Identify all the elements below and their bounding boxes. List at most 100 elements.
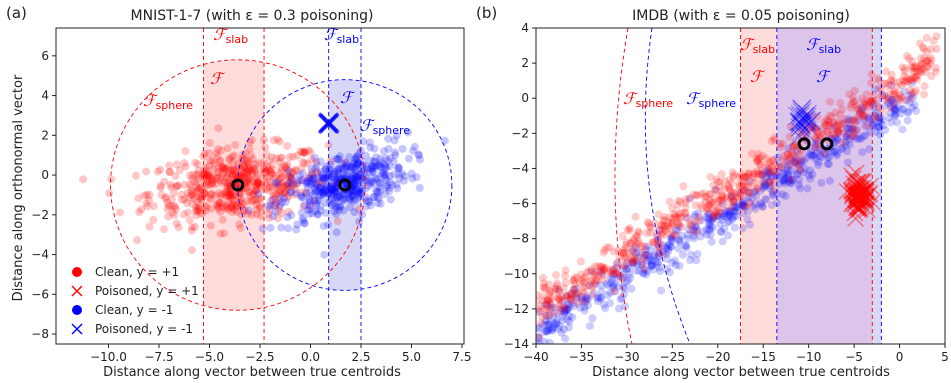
poisoned-point-neg — [797, 107, 817, 127]
cross-stroke — [854, 184, 872, 202]
point-clean-pos — [619, 252, 628, 261]
cross-stroke — [847, 164, 865, 182]
point-clean-pos — [766, 158, 775, 167]
cross-stroke — [847, 164, 865, 182]
point-clean-pos — [815, 133, 824, 142]
cross-stroke — [790, 112, 810, 132]
point-clean-neg — [778, 176, 787, 185]
point-clean-neg — [330, 167, 339, 176]
point-clean-neg — [565, 303, 574, 312]
point-clean-pos — [191, 203, 200, 212]
point-clean-pos — [789, 143, 798, 152]
point-clean-pos — [705, 190, 714, 199]
point-clean-pos — [708, 197, 717, 206]
point-clean-pos — [260, 135, 269, 144]
cross-stroke — [843, 195, 861, 213]
point-clean-pos — [249, 189, 258, 198]
point-clean-pos — [590, 277, 599, 286]
point-clean-pos — [772, 168, 781, 177]
point-clean-neg — [339, 170, 348, 179]
centroid-marker — [338, 178, 352, 192]
point-clean-pos — [762, 154, 771, 163]
point-clean-neg — [358, 186, 367, 195]
point-clean-pos — [265, 183, 274, 192]
poisoned-point-pos — [848, 188, 866, 206]
point-clean-pos — [848, 124, 857, 133]
point-clean-neg — [352, 180, 361, 189]
point-clean-pos — [884, 80, 893, 89]
point-clean-pos — [673, 219, 682, 228]
point-clean-pos — [561, 266, 570, 275]
point-clean-neg — [536, 333, 543, 342]
point-clean-neg — [758, 202, 767, 211]
cross-stroke — [849, 199, 867, 217]
point-clean-neg — [339, 190, 348, 199]
point-clean-pos — [744, 182, 753, 191]
point-clean-pos — [709, 201, 718, 210]
point-clean-pos — [171, 202, 180, 211]
point-clean-neg — [370, 144, 379, 153]
point-clean-neg — [362, 184, 371, 193]
point-clean-pos — [850, 115, 859, 124]
point-clean-neg — [667, 236, 676, 245]
point-clean-pos — [850, 86, 859, 95]
poisoned-point-pos — [848, 193, 866, 211]
point-clean-pos — [214, 144, 223, 153]
point-clean-pos — [177, 195, 186, 204]
point-clean-neg — [864, 113, 873, 122]
cross-stroke — [863, 193, 881, 211]
panel-b-ytick-label: 0 — [521, 91, 529, 105]
point-clean-pos — [577, 276, 586, 285]
poisoned-point-pos — [851, 193, 869, 211]
point-clean-neg — [383, 156, 392, 165]
point-clean-neg — [845, 124, 854, 133]
point-clean-neg — [721, 209, 730, 218]
cross-stroke — [798, 104, 818, 124]
point-clean-pos — [648, 238, 657, 247]
point-clean-neg — [603, 281, 612, 290]
point-clean-neg — [374, 175, 383, 184]
cross-stroke — [856, 181, 874, 199]
point-clean-neg — [746, 220, 755, 229]
point-clean-neg — [597, 293, 606, 302]
point-clean-pos — [732, 192, 741, 201]
point-clean-pos — [340, 158, 349, 167]
point-clean-neg — [745, 177, 754, 186]
point-clean-pos — [303, 159, 312, 168]
cross-stroke — [856, 192, 874, 210]
poisoned-point-neg — [790, 104, 810, 124]
poisoned-point-pos — [849, 201, 867, 219]
legend-marker-clean-pos — [72, 267, 82, 277]
point-clean-neg — [833, 136, 842, 145]
point-clean-pos — [208, 177, 217, 186]
cross-stroke — [795, 111, 815, 130]
point-clean-neg — [674, 236, 683, 245]
cross-stroke — [852, 184, 870, 202]
point-clean-neg — [726, 208, 735, 217]
point-clean-pos — [229, 167, 238, 176]
cross-stroke — [849, 201, 867, 219]
point-clean-neg — [704, 210, 713, 219]
point-clean-pos — [243, 209, 252, 218]
point-clean-neg — [316, 206, 325, 215]
point-clean-pos — [207, 204, 216, 213]
point-clean-pos — [811, 134, 820, 143]
point-clean-neg — [717, 227, 726, 236]
region-label-slab-neg: ℱslab — [806, 35, 841, 56]
point-clean-neg — [358, 166, 367, 175]
point-clean-neg — [791, 158, 800, 167]
panel-b-xtick-label: −20 — [705, 350, 730, 364]
point-clean-pos — [677, 223, 686, 232]
point-clean-pos — [713, 177, 722, 186]
point-clean-neg — [730, 206, 739, 215]
point-clean-neg — [569, 299, 578, 308]
point-clean-pos — [905, 54, 914, 63]
point-clean-neg — [305, 196, 314, 205]
point-clean-pos — [196, 183, 205, 192]
point-clean-pos — [573, 289, 582, 298]
point-clean-pos — [198, 185, 207, 194]
point-clean-pos — [215, 157, 224, 166]
point-clean-neg — [350, 171, 359, 180]
point-clean-neg — [857, 105, 866, 114]
point-clean-pos — [269, 191, 278, 200]
